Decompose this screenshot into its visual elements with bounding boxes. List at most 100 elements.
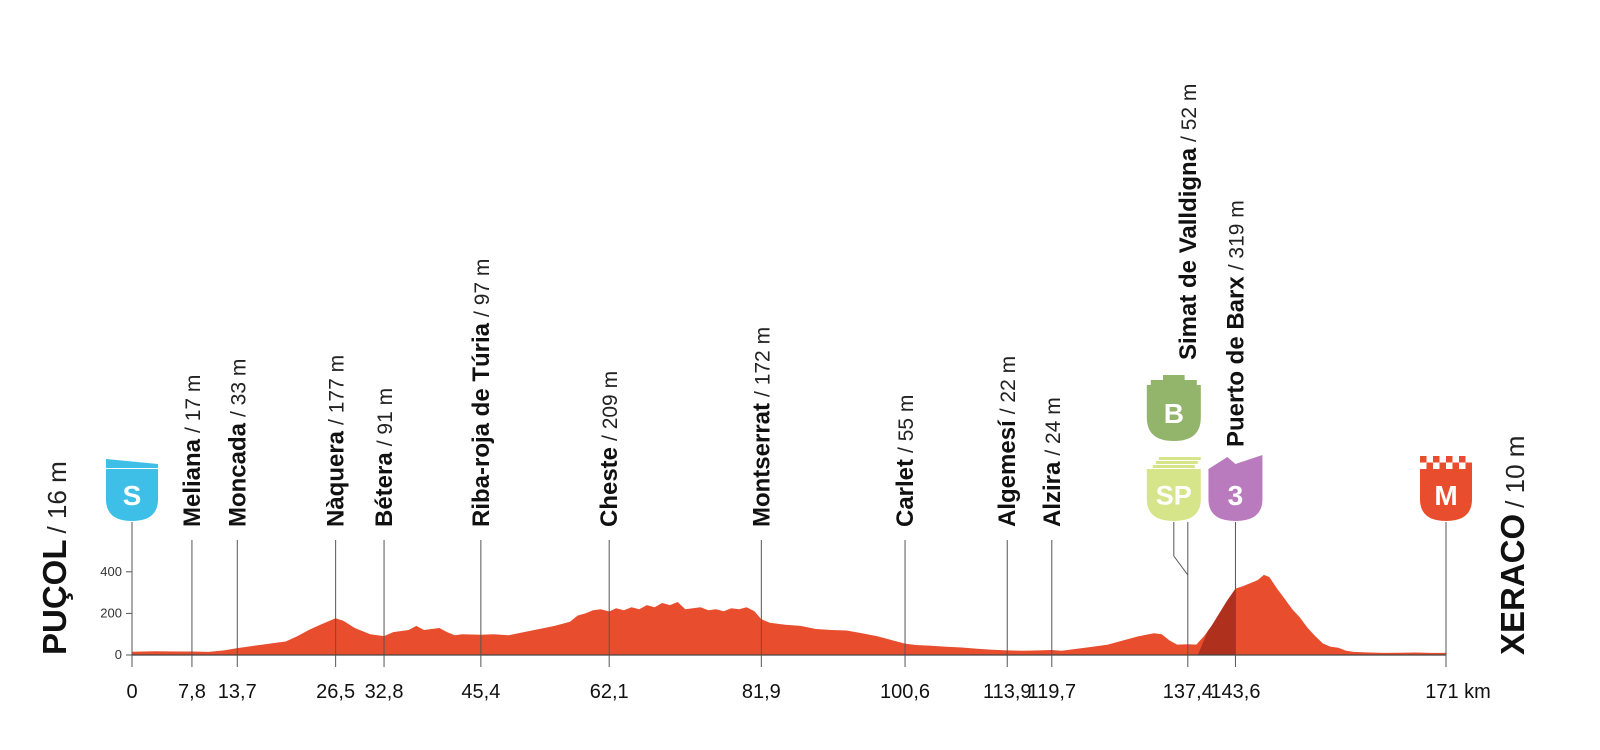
place-label: Carlet / 55 m	[892, 395, 919, 527]
place-label: Simat de Valldigna / 52 m	[1175, 84, 1202, 360]
place-name: Puerto de Barx	[1222, 276, 1249, 447]
badge-check	[1439, 462, 1446, 469]
place-elevation: / 52 m	[1178, 84, 1201, 142]
place-label: Moncada / 33 m	[224, 359, 251, 527]
place-label: Alzira / 24 m	[1039, 397, 1066, 527]
km-tick-label: 137,4	[1163, 681, 1213, 703]
place-name: Montserrat	[748, 403, 775, 527]
place-label: Puerto de Barx / 319 m	[1222, 200, 1249, 447]
place-marker: Carlet / 55 m	[892, 395, 919, 667]
place-label: Cheste / 209 m	[596, 371, 623, 527]
badge-ledge	[1150, 380, 1197, 385]
place-marker: Riba-roja de Túria / 97 m	[468, 259, 495, 667]
y-tick-label: 200	[100, 605, 122, 620]
km-tick-label: 171 km	[1425, 681, 1491, 703]
place-name: Meliana	[179, 438, 206, 527]
place-name: Bétera	[371, 452, 398, 527]
km-tick-label: 100,6	[880, 681, 930, 703]
km-tick-label: 45,4	[461, 681, 500, 703]
km-tick-label: 81,9	[742, 681, 781, 703]
badge-check	[1465, 462, 1472, 469]
place-elevation: / 33 m	[227, 359, 250, 417]
place-name: Carlet	[892, 459, 919, 527]
place-name: Riba-roja de Túria	[468, 322, 495, 527]
finish-badge: M	[1420, 456, 1472, 521]
place-marker: Nàquera / 177 m	[323, 355, 350, 667]
place-marker: Meliana / 17 m	[179, 375, 206, 667]
place-name: Cheste	[596, 447, 623, 527]
sprint-bonus-badge: B	[1146, 375, 1201, 441]
place-elevation: / 55 m	[895, 395, 918, 453]
badge-tower	[1163, 375, 1185, 384]
place-elevation: / 319 m	[1225, 200, 1248, 270]
place-elevation: / 97 m	[471, 259, 494, 317]
badge-shape	[1208, 469, 1263, 521]
place-marker: Moncada / 33 m	[224, 359, 251, 667]
start-town-label: PUÇOL / 16 m	[36, 461, 73, 655]
place-label: Riba-roja de Túria / 97 m	[468, 259, 495, 527]
badge-shape	[1146, 469, 1201, 521]
badge-check	[1459, 456, 1466, 463]
badge-check	[1420, 456, 1427, 463]
badge-check	[1433, 456, 1440, 463]
x-axis: 0 7,8 13,7 26,5 32,8 45,4 62,1 81,9 100,6 113,911…	[126, 654, 1491, 703]
place-marker: Simat de Valldigna / 52 m	[1175, 84, 1202, 667]
badge-label: M	[1434, 480, 1457, 511]
place-name: Simat de Valldigna	[1175, 147, 1202, 360]
place-label: Algemesí / 22 m	[994, 356, 1021, 527]
badge-label: 3	[1228, 480, 1244, 511]
mountain-category-badge: 3	[1208, 455, 1263, 521]
km-tick-label: 119,7	[1028, 681, 1077, 703]
place-name: Nàquera	[323, 430, 350, 527]
place-name: Algemesí	[994, 419, 1021, 527]
y-tick-label: 0	[115, 647, 122, 662]
elevation-profile-layer	[132, 574, 1446, 655]
elevation-area	[132, 574, 1446, 655]
place-marker: Montserrat / 172 m	[748, 327, 775, 667]
badge-check	[1426, 462, 1433, 469]
badge-peaks	[1208, 455, 1263, 469]
badge-stripe	[1155, 461, 1198, 464]
place-marker: Algemesí / 22 m	[994, 356, 1021, 667]
badge-flag	[106, 459, 158, 468]
place-name: Alzira	[1039, 461, 1066, 527]
place-markers: Meliana / 17 m Moncada / 33 m Nàquera / 177 m…	[131, 84, 1447, 667]
km-tick-label: 26,5	[316, 681, 355, 703]
start-town-elevation: / 16 m	[42, 461, 72, 533]
badge-stripe	[1158, 457, 1201, 460]
place-label: Nàquera / 177 m	[323, 355, 350, 527]
place-elevation: / 177 m	[326, 355, 349, 425]
finish-town-elevation: / 10 m	[1500, 436, 1530, 508]
badge-connector	[1173, 522, 1189, 576]
place-elevation: / 209 m	[599, 371, 622, 441]
badge-check	[1446, 456, 1453, 463]
place-elevation: / 17 m	[182, 375, 205, 433]
km-tick-label: 62,1	[590, 681, 629, 703]
y-axis: 0 200 400	[100, 564, 133, 662]
km-tick-label: 113,9	[983, 681, 1032, 703]
badge-shape	[1420, 469, 1472, 521]
place-marker: Puerto de Barx / 319 m	[1222, 200, 1249, 667]
km-tick-label: 143,6	[1210, 681, 1260, 703]
start-badge: S	[106, 459, 158, 521]
start-finish-labels: PUÇOL / 16 m XERACO / 10 m	[36, 436, 1531, 655]
place-name: Moncada	[224, 422, 251, 527]
badge-stripe	[1152, 465, 1195, 468]
place-label: Bétera / 91 m	[371, 388, 398, 527]
badge-label: B	[1164, 398, 1184, 429]
km-tick-label: 13,7	[218, 681, 257, 703]
place-marker: Cheste / 209 m	[596, 371, 623, 667]
badges: S M B SP 3	[106, 375, 1472, 521]
badge-label: S	[123, 480, 142, 511]
place-marker: Alzira / 24 m	[1039, 397, 1066, 667]
place-label: Montserrat / 172 m	[748, 327, 775, 527]
place-elevation: / 22 m	[997, 356, 1020, 414]
finish-town-label: XERACO / 10 m	[1494, 436, 1531, 655]
place-elevation: / 172 m	[751, 327, 774, 397]
climb-shade	[1197, 574, 1236, 655]
start-town-name: PUÇOL	[36, 540, 73, 656]
place-elevation: / 91 m	[374, 388, 397, 446]
badge-shape	[106, 469, 158, 521]
place-label: Meliana / 17 m	[179, 375, 206, 527]
finish-town-name: XERACO	[1494, 514, 1531, 655]
